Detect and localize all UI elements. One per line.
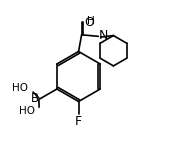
Text: F: F bbox=[75, 115, 82, 128]
Text: O: O bbox=[85, 16, 94, 29]
Text: HO: HO bbox=[19, 106, 35, 116]
Text: N: N bbox=[98, 29, 108, 42]
Text: H: H bbox=[87, 16, 95, 26]
Text: HO: HO bbox=[12, 83, 28, 93]
Text: B: B bbox=[31, 92, 39, 105]
